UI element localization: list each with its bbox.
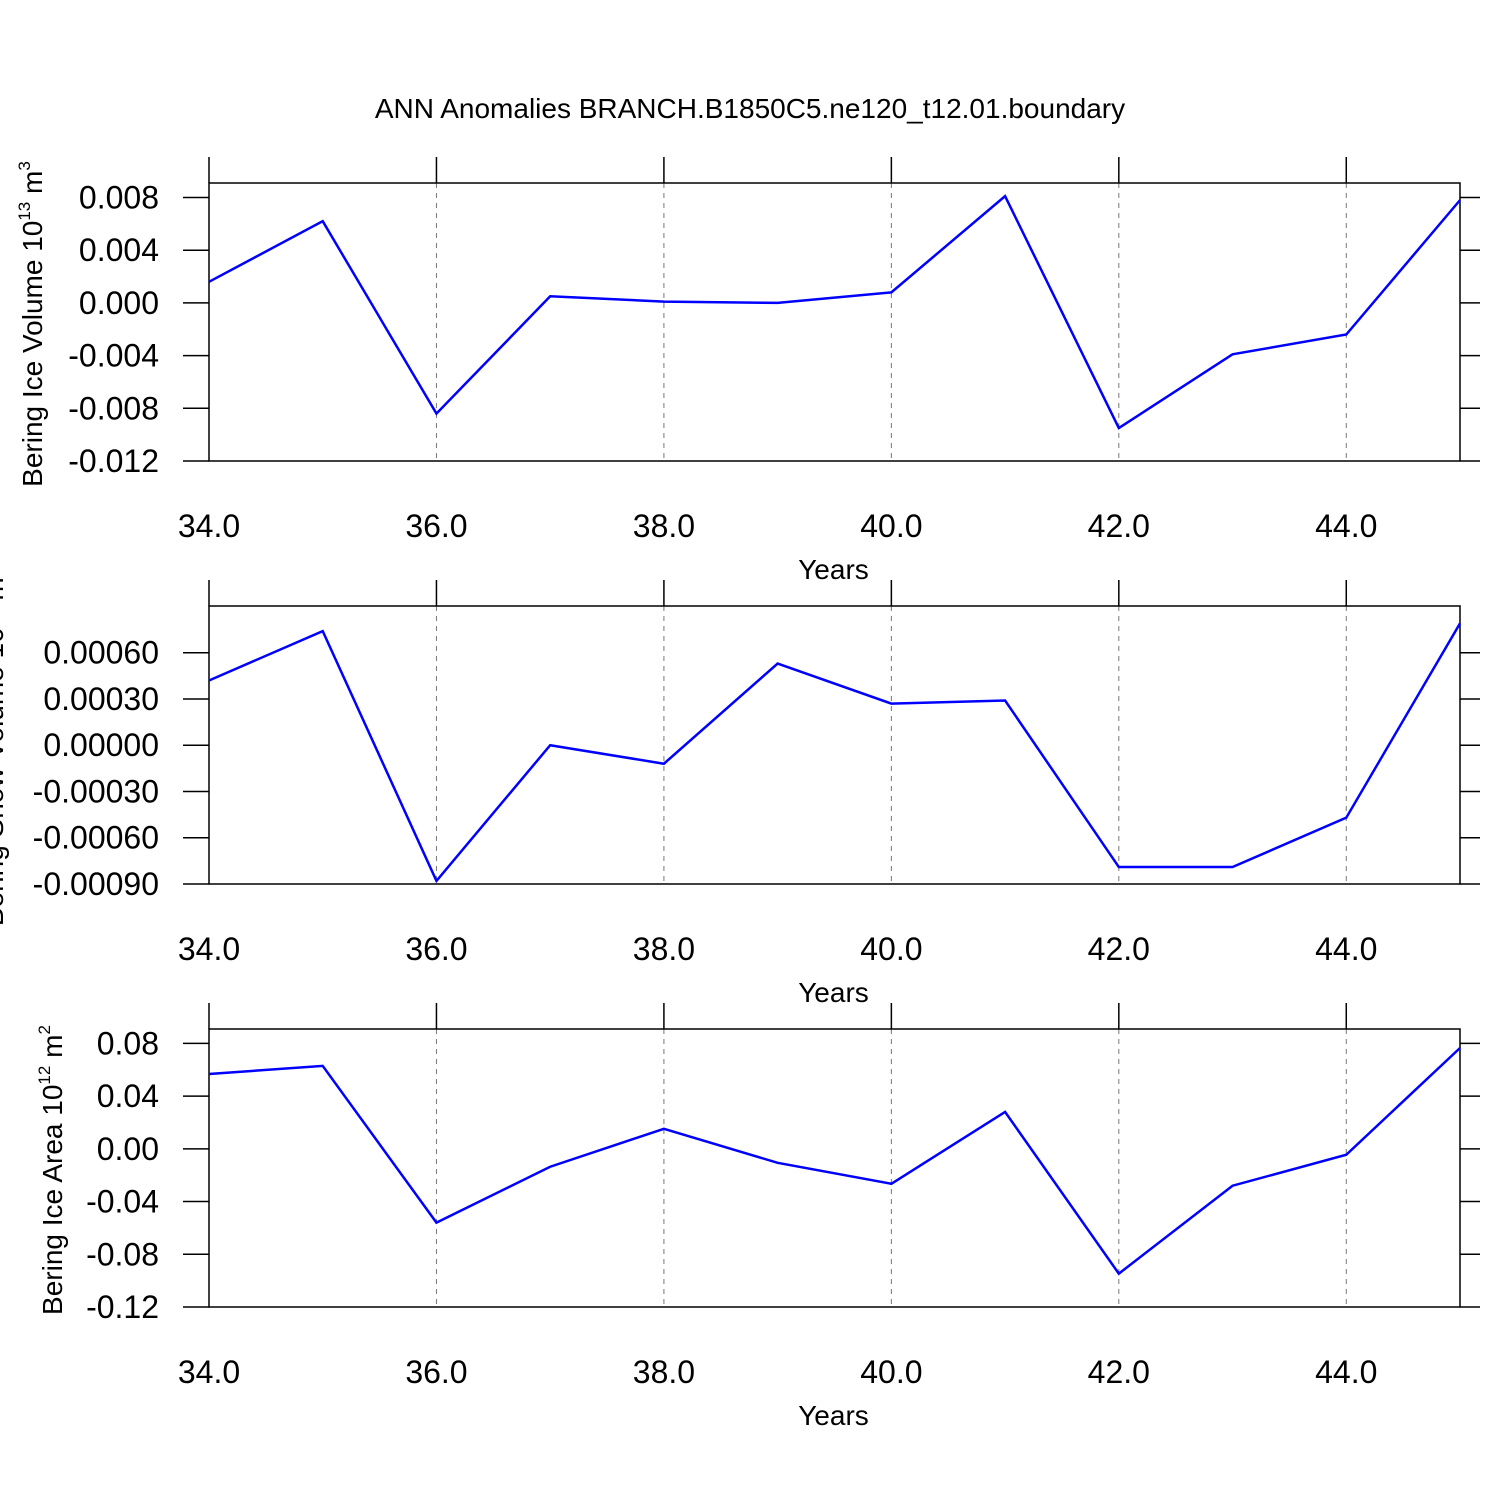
y-tick-label: -0.00060 [33, 820, 159, 856]
data-line [208, 622, 1462, 884]
y-axis-label-text: m [37, 1035, 68, 1066]
y-axis-label-superscript: 13 [15, 202, 34, 221]
x-tick-label: 44.0 [1315, 1354, 1377, 1390]
y-axis-label: Bering Snow Volume 1013 m3 [0, 568, 9, 926]
x-tick-label: 34.0 [178, 931, 240, 967]
y-axis-label-text: m [0, 577, 9, 608]
x-axis-label: Years [798, 977, 869, 1008]
y-tick-label: -0.12 [86, 1289, 159, 1325]
x-tick-label: 38.0 [633, 1354, 695, 1390]
y-axis-label-text: Bering Ice Volume 10 [17, 221, 48, 487]
y-axis-label-text: m [17, 171, 48, 202]
y-tick-label: 0.00000 [43, 727, 159, 763]
y-axis-label: Bering Ice Volume 1013 m3 [15, 161, 48, 487]
y-axis-label-superscript: 2 [35, 1025, 54, 1034]
x-axis-label: Years [798, 554, 869, 585]
chart-title: ANN Anomalies BRANCH.B1850C5.ne120_t12.0… [375, 93, 1125, 124]
x-tick-label: 42.0 [1088, 1354, 1150, 1390]
y-tick-label: -0.04 [86, 1184, 159, 1220]
plot-frame [208, 605, 1461, 885]
data-line [208, 194, 1461, 430]
y-tick-label: -0.00090 [33, 866, 159, 902]
x-tick-label: 36.0 [405, 508, 467, 544]
y-tick-label: 0.000 [79, 285, 159, 321]
y-tick-label: 0.08 [97, 1025, 159, 1061]
y-tick-label: -0.08 [86, 1236, 159, 1272]
y-tick-label: -0.004 [68, 338, 159, 374]
x-tick-label: 44.0 [1315, 508, 1377, 544]
x-tick-label: 34.0 [178, 508, 240, 544]
x-tick-label: 38.0 [633, 508, 695, 544]
x-tick-label: 40.0 [860, 508, 922, 544]
y-axis-label-superscript: 3 [15, 161, 34, 170]
x-tick-label: 34.0 [178, 1354, 240, 1390]
y-tick-label: 0.04 [97, 1078, 159, 1114]
y-tick-label: 0.00030 [43, 681, 159, 717]
y-tick-label: -0.012 [68, 443, 159, 479]
x-tick-label: 40.0 [860, 1354, 922, 1390]
y-axis-label-superscript: 12 [35, 1066, 54, 1085]
y-axis-label-text: Bering Ice Area 10 [37, 1085, 68, 1315]
y-axis-label-text: Bering Snow Volume 10 [0, 627, 9, 926]
y-tick-label: 0.004 [79, 232, 159, 268]
x-tick-label: 36.0 [405, 1354, 467, 1390]
x-tick-label: 42.0 [1088, 931, 1150, 967]
y-tick-label: 0.008 [79, 179, 159, 215]
plot-frame [208, 1028, 1461, 1308]
data-line [208, 1047, 1461, 1276]
y-tick-label: -0.008 [68, 390, 159, 426]
x-tick-label: 42.0 [1088, 508, 1150, 544]
y-axis-label: Bering Ice Area 1012 m2 [35, 1025, 68, 1315]
y-tick-label: -0.00030 [33, 773, 159, 809]
y-tick-label: 0.00060 [43, 635, 159, 671]
x-tick-label: 40.0 [860, 931, 922, 967]
x-tick-label: 38.0 [633, 931, 695, 967]
x-axis-label: Years [798, 1400, 869, 1431]
x-tick-label: 44.0 [1315, 931, 1377, 967]
x-tick-label: 36.0 [405, 931, 467, 967]
plot-frame [208, 182, 1461, 462]
y-tick-label: 0.00 [97, 1131, 159, 1167]
